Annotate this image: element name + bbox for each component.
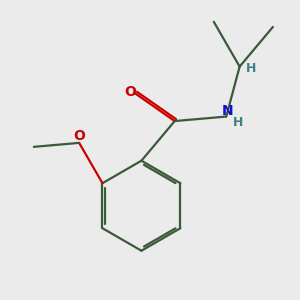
Text: O: O	[124, 85, 136, 99]
Text: H: H	[246, 62, 256, 75]
Text: N: N	[222, 104, 233, 118]
Text: H: H	[233, 116, 243, 129]
Text: O: O	[73, 130, 85, 143]
